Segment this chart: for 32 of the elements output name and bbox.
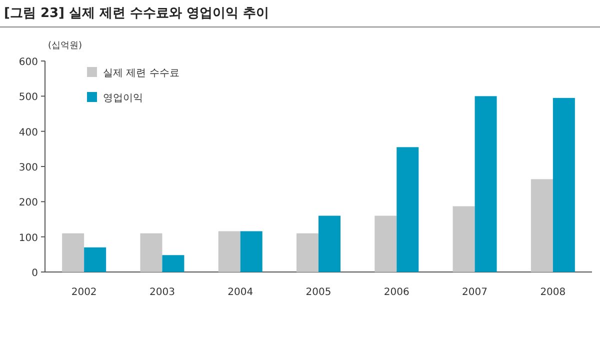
y-tick-label: 0 — [32, 268, 38, 279]
x-tick-label: 2008 — [540, 287, 566, 298]
x-tick-label: 2002 — [71, 287, 97, 298]
bar — [240, 231, 262, 272]
legend-label: 영업이익 — [103, 93, 143, 104]
legend-label: 실제 제련 수수료 — [103, 68, 180, 79]
bar — [296, 233, 318, 272]
bar — [140, 233, 162, 272]
bar — [530, 179, 553, 272]
x-tick-label: 2006 — [384, 287, 410, 298]
bar — [62, 233, 84, 272]
bar — [84, 247, 106, 272]
bar — [474, 96, 497, 272]
bar — [218, 231, 240, 272]
bar — [162, 255, 184, 272]
bar — [374, 216, 397, 272]
y-tick-label: 600 — [18, 57, 38, 68]
x-tick-label: 2007 — [462, 287, 488, 298]
bar — [318, 216, 340, 272]
y-tick-label: 300 — [18, 162, 38, 174]
y-tick-label: 500 — [18, 92, 38, 104]
bar — [396, 147, 419, 272]
x-tick-label: 2005 — [306, 287, 332, 298]
x-tick-label: 2003 — [149, 287, 175, 298]
y-tick-label: 200 — [18, 198, 38, 209]
bar — [552, 98, 575, 272]
y-tick-label: 400 — [18, 127, 38, 138]
bar — [452, 206, 475, 272]
x-tick-label: 2004 — [228, 287, 254, 298]
chart-title: [그림 23] 실제 제련 수수료와 영업이익 추이 — [4, 6, 270, 21]
y-tick-label: 100 — [18, 232, 38, 244]
y-axis-title: (십억원) — [48, 41, 82, 51]
